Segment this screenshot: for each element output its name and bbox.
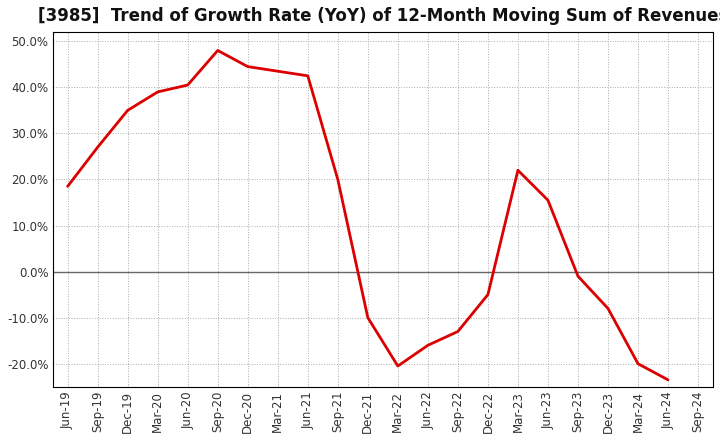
Title: [3985]  Trend of Growth Rate (YoY) of 12-Month Moving Sum of Revenues: [3985] Trend of Growth Rate (YoY) of 12-… xyxy=(37,7,720,25)
